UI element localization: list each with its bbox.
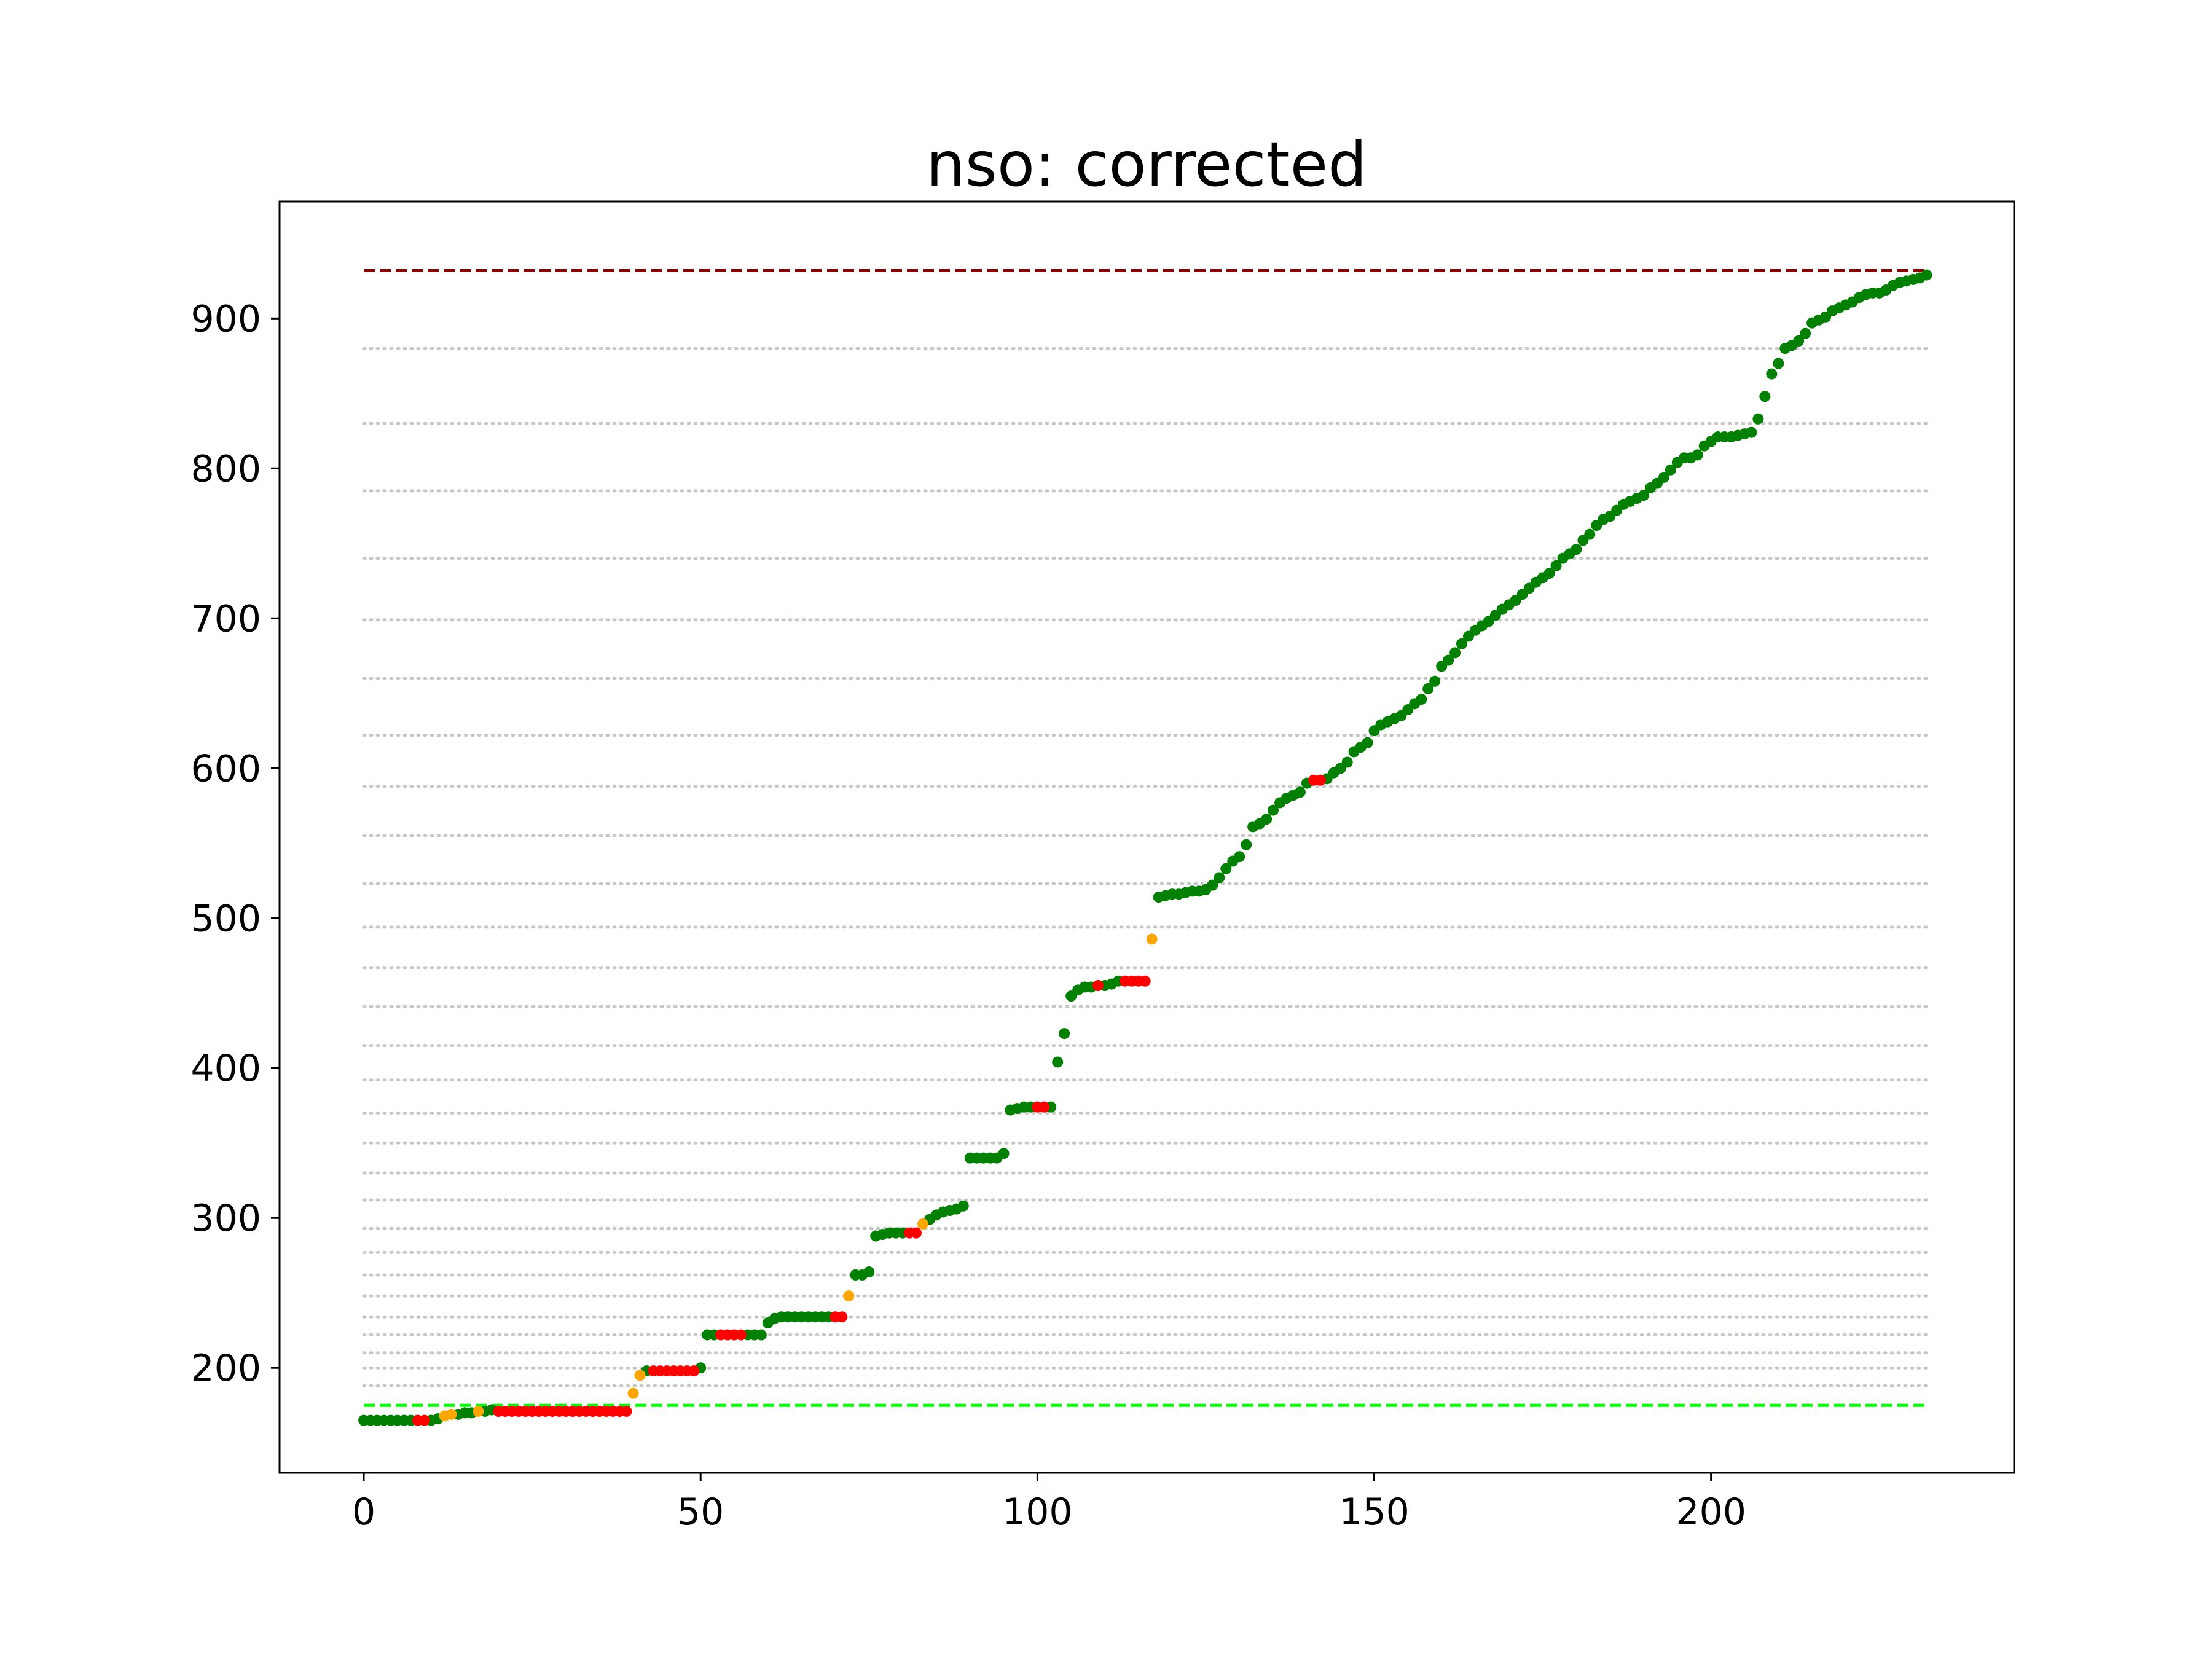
data-point-ok — [1746, 426, 1757, 438]
data-point-ok — [1268, 804, 1279, 816]
data-point-ok — [1543, 568, 1555, 579]
data-point-warn — [634, 1370, 646, 1381]
data-point-ok — [1638, 490, 1650, 501]
data-point-ok — [1059, 1028, 1070, 1040]
data-point-ok — [1220, 863, 1232, 874]
data-point-ok — [863, 1266, 875, 1278]
data-point-ok — [1759, 391, 1771, 402]
data-point-ok — [1584, 528, 1596, 540]
data-point-ok — [1214, 872, 1225, 884]
y-tick-label: 500 — [190, 897, 261, 940]
y-tick-label: 400 — [190, 1047, 261, 1090]
data-point-ok — [1207, 879, 1218, 891]
plot-area-frame — [278, 200, 2015, 1474]
data-point-ok — [1766, 368, 1778, 380]
data-point-ok — [1692, 449, 1703, 461]
data-point-bad — [621, 1405, 632, 1417]
data-points — [358, 269, 1932, 1426]
data-point-warn — [627, 1387, 639, 1399]
data-point-ok — [998, 1148, 1010, 1159]
data-point-bad — [911, 1227, 922, 1239]
data-point-ok — [1362, 737, 1373, 748]
data-point-ok — [1550, 560, 1562, 571]
data-point-ok — [1341, 756, 1353, 768]
reference-lines — [362, 347, 1928, 1387]
data-point-bad — [1038, 1101, 1050, 1113]
data-point-warn — [445, 1408, 457, 1420]
data-point-ok — [1241, 839, 1252, 850]
y-tick-label: 600 — [190, 747, 261, 790]
y-axis: 200 300 400 500 600 700 800 900 — [190, 297, 280, 1390]
data-point-ok — [755, 1329, 767, 1341]
y-tick-label: 700 — [190, 597, 261, 640]
data-point-ok — [1052, 1056, 1064, 1068]
y-tick-label: 200 — [190, 1347, 261, 1390]
data-point-warn — [843, 1290, 855, 1302]
data-point-ok — [1571, 544, 1582, 555]
data-point-bad — [688, 1365, 700, 1377]
x-tick-label: 200 — [1676, 1491, 1746, 1534]
data-point-ok — [1234, 851, 1245, 863]
chart-title: nso: corrected — [926, 128, 1367, 200]
data-point-ok — [1416, 694, 1427, 705]
data-point-ok — [957, 1200, 969, 1212]
y-tick-label: 800 — [190, 447, 261, 490]
data-point-ok — [1422, 683, 1434, 694]
data-point-bad — [418, 1414, 430, 1426]
data-point-bad — [836, 1311, 848, 1323]
data-point-ok — [1800, 327, 1811, 339]
data-point-ok — [1456, 638, 1468, 649]
x-axis: 0 50 100 150 200 — [352, 1473, 1746, 1534]
x-tick-label: 50 — [677, 1491, 724, 1534]
data-point-ok — [1921, 269, 1932, 281]
x-tick-label: 150 — [1339, 1491, 1410, 1534]
data-point-ok — [1429, 675, 1441, 687]
data-point-bad — [735, 1329, 747, 1341]
data-point-ok — [1665, 464, 1676, 476]
data-point-bad — [1314, 774, 1326, 786]
data-point-warn — [917, 1218, 928, 1230]
data-point-ok — [1658, 471, 1669, 483]
data-point-ok — [1793, 335, 1805, 347]
data-point-ok — [1773, 358, 1784, 369]
x-tick-label: 0 — [352, 1491, 375, 1534]
data-point-warn — [1146, 933, 1158, 945]
data-point-bad — [1092, 980, 1104, 992]
data-point-ok — [1443, 654, 1454, 666]
threshold-lines — [364, 269, 1927, 1407]
data-point-ok — [1752, 413, 1764, 425]
data-point-ok — [1261, 814, 1273, 825]
data-point-ok — [1449, 647, 1461, 659]
data-point-bad — [1139, 975, 1151, 987]
data-point-ok — [1294, 786, 1306, 798]
data-point-warn — [473, 1405, 484, 1417]
x-tick-label: 100 — [1002, 1491, 1073, 1534]
y-tick-label: 900 — [190, 297, 261, 340]
y-tick-label: 300 — [190, 1197, 261, 1240]
